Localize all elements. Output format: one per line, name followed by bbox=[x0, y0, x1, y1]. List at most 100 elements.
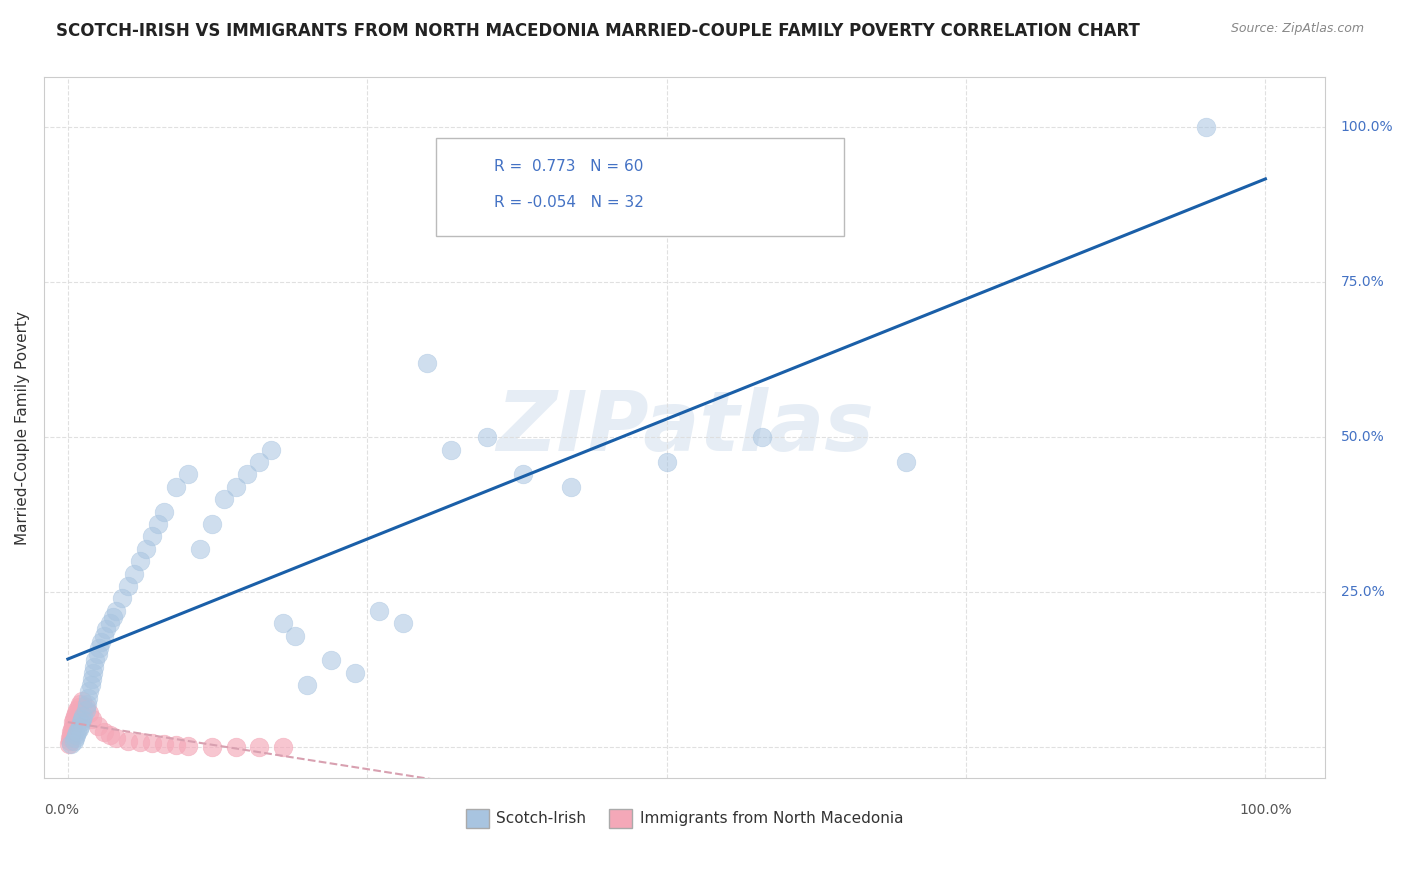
Point bbox=[200, 516, 222, 531]
Point bbox=[135, 541, 157, 556]
Point bbox=[512, 467, 534, 482]
Point bbox=[60, 737, 83, 751]
Point bbox=[87, 640, 110, 655]
Point bbox=[80, 672, 103, 686]
Point bbox=[236, 467, 259, 482]
Point bbox=[224, 480, 246, 494]
Point bbox=[128, 735, 150, 749]
Point bbox=[63, 709, 86, 723]
Point bbox=[297, 678, 319, 692]
Point bbox=[212, 492, 235, 507]
Text: 25.0%: 25.0% bbox=[1341, 585, 1385, 599]
Point bbox=[90, 634, 112, 648]
Text: SCOTCH-IRISH VS IMMIGRANTS FROM NORTH MACEDONIA MARRIED-COUPLE FAMILY POVERTY CO: SCOTCH-IRISH VS IMMIGRANTS FROM NORTH MA… bbox=[56, 22, 1140, 40]
Point bbox=[75, 703, 97, 717]
Text: ZIPatlas: ZIPatlas bbox=[496, 387, 873, 468]
Point bbox=[87, 718, 110, 732]
Point bbox=[894, 455, 917, 469]
Point bbox=[58, 737, 80, 751]
Point bbox=[98, 728, 121, 742]
Point bbox=[79, 684, 101, 698]
Point bbox=[200, 739, 222, 754]
Point bbox=[260, 442, 283, 457]
Point bbox=[62, 718, 84, 732]
Point bbox=[117, 734, 139, 748]
Point bbox=[69, 718, 91, 732]
Point bbox=[75, 699, 97, 714]
Point bbox=[87, 647, 110, 661]
Point bbox=[98, 616, 121, 631]
Point bbox=[152, 737, 174, 751]
Point bbox=[59, 728, 82, 742]
Point bbox=[93, 629, 115, 643]
Point bbox=[59, 734, 82, 748]
Point bbox=[128, 554, 150, 568]
Point bbox=[84, 653, 107, 667]
Point bbox=[751, 430, 773, 444]
Point bbox=[60, 724, 83, 739]
Text: R =  0.773   N = 60: R = 0.773 N = 60 bbox=[494, 160, 643, 174]
Legend: Scotch-Irish, Immigrants from North Macedonia: Scotch-Irish, Immigrants from North Mace… bbox=[460, 803, 910, 834]
Point bbox=[475, 430, 498, 444]
Point bbox=[77, 690, 100, 705]
Point bbox=[65, 706, 87, 720]
Point bbox=[560, 480, 582, 494]
Y-axis label: Married-Couple Family Poverty: Married-Couple Family Poverty bbox=[15, 310, 30, 545]
Point bbox=[63, 712, 86, 726]
Point bbox=[249, 455, 271, 469]
Point bbox=[60, 722, 83, 736]
Point bbox=[93, 724, 115, 739]
Point bbox=[249, 739, 271, 754]
Point bbox=[273, 739, 295, 754]
Point bbox=[152, 504, 174, 518]
Point bbox=[176, 739, 198, 753]
Point bbox=[141, 529, 163, 543]
Point bbox=[117, 579, 139, 593]
Point bbox=[440, 442, 463, 457]
Point bbox=[1194, 120, 1216, 134]
Point bbox=[141, 737, 163, 751]
Point bbox=[284, 629, 307, 643]
Point bbox=[188, 541, 211, 556]
Point bbox=[63, 734, 86, 748]
Point bbox=[111, 591, 134, 606]
Point bbox=[82, 665, 104, 680]
Point bbox=[66, 703, 89, 717]
Point bbox=[62, 715, 84, 730]
Point bbox=[104, 604, 127, 618]
Point bbox=[63, 731, 86, 745]
Point bbox=[83, 659, 105, 673]
Point bbox=[70, 694, 93, 708]
Text: 100.0%: 100.0% bbox=[1341, 120, 1393, 134]
Point bbox=[70, 712, 93, 726]
Text: 75.0%: 75.0% bbox=[1341, 275, 1385, 289]
Point bbox=[165, 739, 187, 753]
Point bbox=[392, 616, 415, 631]
Point bbox=[122, 566, 145, 581]
Point bbox=[273, 616, 295, 631]
Point bbox=[59, 731, 82, 745]
Point bbox=[67, 722, 90, 736]
Point bbox=[96, 623, 118, 637]
Text: Source: ZipAtlas.com: Source: ZipAtlas.com bbox=[1230, 22, 1364, 36]
Point bbox=[104, 731, 127, 745]
Point bbox=[80, 712, 103, 726]
Point bbox=[655, 455, 678, 469]
Point bbox=[368, 604, 391, 618]
Point bbox=[70, 715, 93, 730]
Point bbox=[65, 728, 87, 742]
Point bbox=[165, 480, 187, 494]
Point bbox=[103, 610, 125, 624]
Point bbox=[344, 665, 367, 680]
Point bbox=[79, 678, 101, 692]
Point bbox=[76, 697, 98, 711]
Point bbox=[224, 739, 246, 754]
Point bbox=[79, 706, 101, 720]
Text: 50.0%: 50.0% bbox=[1341, 430, 1385, 444]
Text: 100.0%: 100.0% bbox=[1239, 803, 1292, 817]
Point bbox=[72, 709, 94, 723]
Text: R = -0.054   N = 32: R = -0.054 N = 32 bbox=[494, 195, 644, 210]
Point bbox=[66, 724, 89, 739]
Text: 0.0%: 0.0% bbox=[44, 803, 79, 817]
Point bbox=[69, 697, 91, 711]
